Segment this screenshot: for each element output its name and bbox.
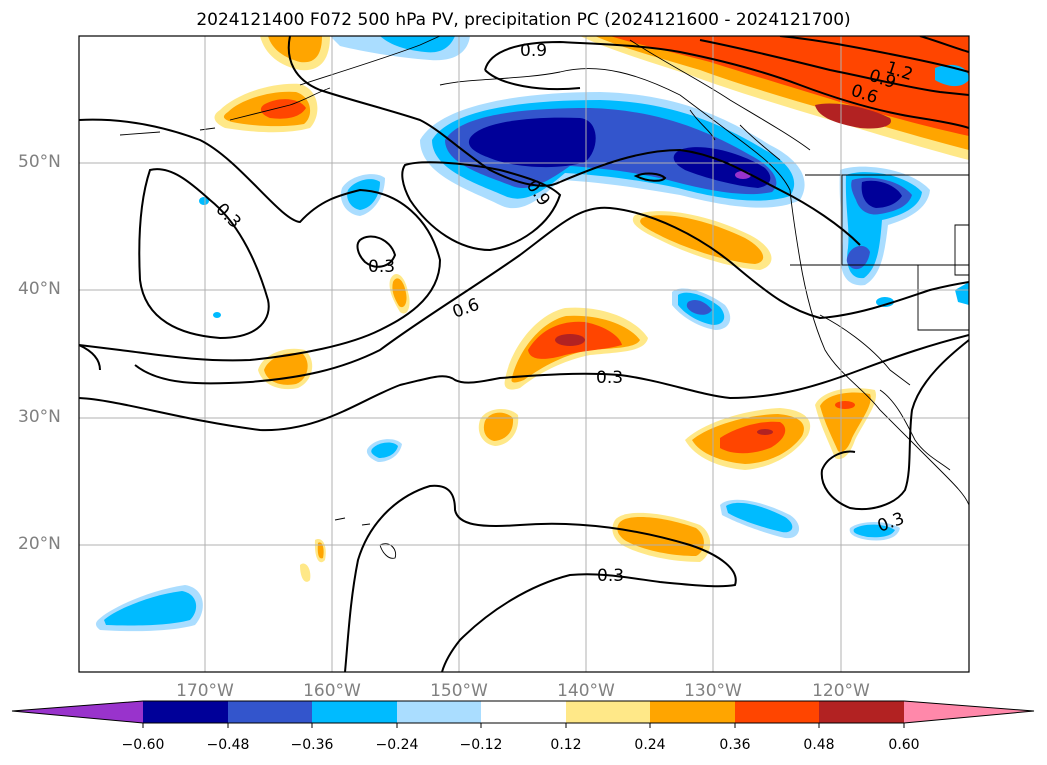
colorbar-tick-label: −0.24 xyxy=(375,737,419,753)
colorbar-segment xyxy=(12,701,143,723)
positive-baja-patch xyxy=(685,388,876,470)
map-frame xyxy=(78,35,970,673)
colorbar-segment xyxy=(650,701,735,723)
pv-contours xyxy=(79,36,969,672)
lon-tick-label: 170°W xyxy=(176,681,234,701)
colorbar-tick-label: 0.60 xyxy=(888,737,920,753)
lat-tick-label: 40°N xyxy=(18,279,61,299)
lon-tick-label: 140°W xyxy=(557,681,615,701)
lon-tick-label: 130°W xyxy=(684,681,742,701)
colorbar-segment xyxy=(904,701,1034,723)
positive-center-patch xyxy=(504,307,648,390)
colorbar-tick-label: −0.60 xyxy=(121,737,165,753)
colorbar-tick-label: 0.36 xyxy=(719,737,751,753)
colorbar-segment xyxy=(312,701,397,723)
colorbar-tick-label: 0.12 xyxy=(550,737,582,753)
precipitation-fill xyxy=(95,36,969,632)
lon-tick-label: 150°W xyxy=(430,681,488,701)
coastlines xyxy=(119,36,969,559)
colorbar-segment xyxy=(481,701,566,723)
colorbar-tick-label: 0.24 xyxy=(634,737,666,753)
positive-aleutian-patches xyxy=(214,36,330,133)
colorbar-tick-label: −0.48 xyxy=(206,737,250,753)
lon-tick-label: 160°W xyxy=(303,681,361,701)
map-plot[interactable]: 0.9 1.2 0.9 0.6 0.9 0.3 0.3 0.6 0.3 0.3 … xyxy=(0,0,1047,690)
lat-tick-label: 20°N xyxy=(18,534,61,554)
contour-label: 0.9 xyxy=(520,41,547,61)
contour-label: 0.3 xyxy=(368,257,395,277)
map-title: 2024121400 F072 500 hPa PV, precipitatio… xyxy=(196,10,851,30)
colorbar-segment xyxy=(143,701,228,723)
colorbar-segment xyxy=(566,701,650,723)
contour-label: 0.3 xyxy=(597,566,624,586)
colorbar-tick-label: 0.48 xyxy=(803,737,835,753)
lon-tick-label: 120°W xyxy=(812,681,870,701)
colorbar-tick-label: −0.12 xyxy=(459,737,503,753)
colorbar-segment xyxy=(228,701,312,723)
gridlines xyxy=(79,36,969,672)
lat-tick-label: 50°N xyxy=(18,152,61,172)
positive-band-pacific-northwest xyxy=(580,36,969,160)
colorbar-segment xyxy=(397,701,481,723)
colorbar-tick-label: −0.36 xyxy=(290,737,334,753)
colorbar-segment xyxy=(819,701,904,723)
colorbar xyxy=(11,700,1035,728)
contour-label: 0.3 xyxy=(596,368,623,388)
negative-band-gulf-of-alaska xyxy=(420,92,805,209)
colorbar-segment xyxy=(735,701,819,723)
lat-tick-label: 30°N xyxy=(18,407,61,427)
